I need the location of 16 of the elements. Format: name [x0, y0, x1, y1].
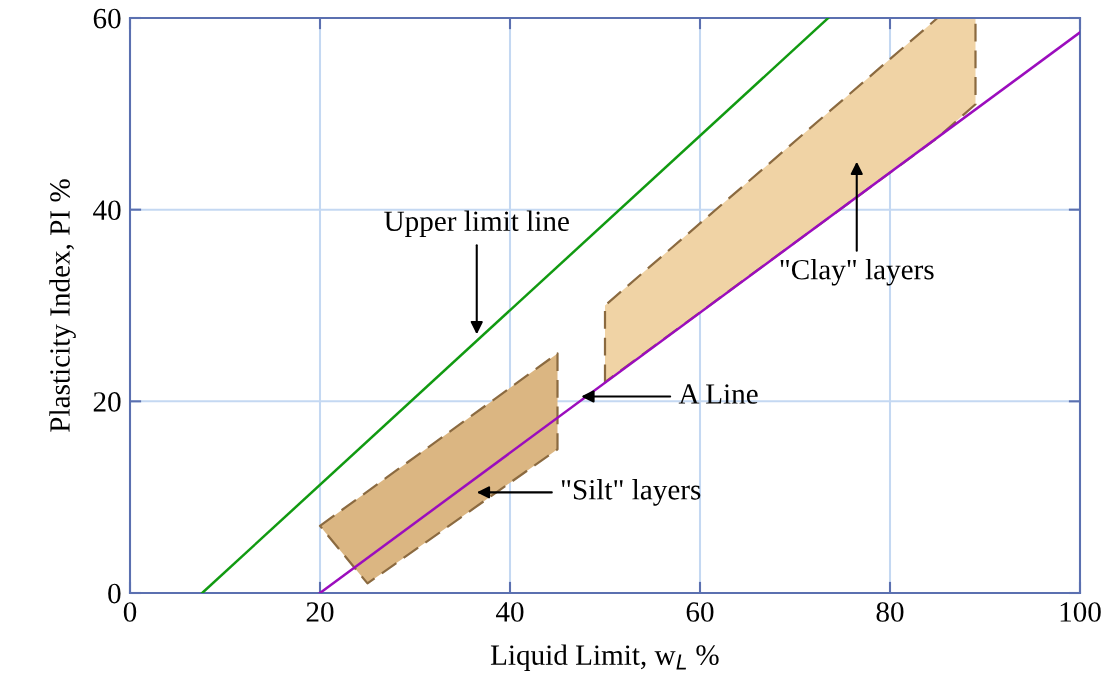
y-tick-label: 60 [93, 8, 121, 29]
y-axis-title: Plasticity Index, PI % [49, 179, 76, 432]
x-tick-label: 40 [495, 602, 524, 622]
x-tick-label: 20 [306, 602, 334, 622]
x-tick-label: 0 [123, 602, 137, 622]
annotation: "Silt" layers [561, 479, 701, 506]
x-tick-label: 60 [686, 602, 714, 622]
annotation: Upper limit line [384, 210, 569, 238]
x-axis-title: Liquid Limit, w$_{L}$ % [490, 644, 719, 671]
y-tick-label: 0 [108, 583, 121, 604]
annotation: "Clay" layers [780, 258, 934, 286]
y-tick-label: 20 [93, 392, 121, 412]
y-tick-label: 40 [93, 200, 121, 221]
annotation: A Line [678, 384, 758, 404]
x-tick-label: 80 [876, 602, 904, 622]
x-tick-label: 100 [1060, 602, 1101, 622]
